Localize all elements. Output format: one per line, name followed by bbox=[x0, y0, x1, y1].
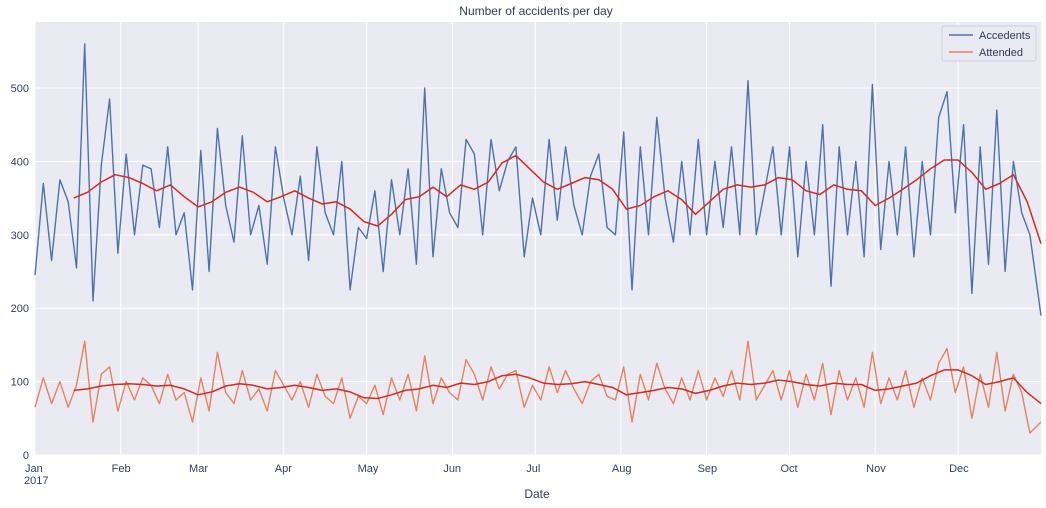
x-axis-label: Date bbox=[524, 487, 550, 501]
x-tick-label: Oct bbox=[781, 463, 798, 475]
y-tick-label: 100 bbox=[11, 377, 29, 389]
y-tick-label: 400 bbox=[11, 156, 29, 168]
legend-label-accidents: Accedents bbox=[979, 30, 1031, 42]
y-tick-label: 300 bbox=[11, 230, 29, 242]
y-tick-label: 500 bbox=[11, 83, 29, 95]
x-tick-label: Sep bbox=[698, 463, 718, 475]
series-lines bbox=[34, 43, 1042, 434]
chart-title: Number of accidents per day bbox=[459, 4, 612, 18]
series-line-attended bbox=[34, 340, 1042, 434]
x-tick-label: Aug bbox=[612, 463, 632, 475]
x-tick-label: Jun bbox=[443, 463, 461, 475]
x-year-label: 2017 bbox=[24, 475, 48, 487]
y-tick-label: 200 bbox=[11, 303, 29, 315]
x-tick-label: Jan bbox=[25, 463, 43, 475]
y-axis-ticks: 0 100 200 300 400 500 bbox=[11, 83, 29, 462]
series-line-accidents bbox=[34, 43, 1042, 316]
x-tick-label: Feb bbox=[112, 463, 131, 475]
rolling-mean-line-attended bbox=[73, 369, 1042, 405]
legend: Accedents Attended bbox=[941, 25, 1037, 62]
x-tick-label: Mar bbox=[189, 463, 208, 475]
x-tick-label: Dec bbox=[949, 463, 969, 475]
legend-label-attended: Attended bbox=[979, 47, 1023, 59]
y-tick-label: 0 bbox=[23, 450, 29, 462]
x-tick-label: Apr bbox=[275, 463, 292, 475]
x-tick-label: May bbox=[358, 463, 379, 475]
x-axis-ticks: Jan Feb Mar Apr May Jun Jul Aug Sep Oct Nov Dec bbox=[25, 463, 969, 475]
x-tick-label: Nov bbox=[866, 463, 886, 475]
x-tick-label: Jul bbox=[526, 463, 540, 475]
rolling-mean-line-accidents bbox=[73, 154, 1042, 244]
